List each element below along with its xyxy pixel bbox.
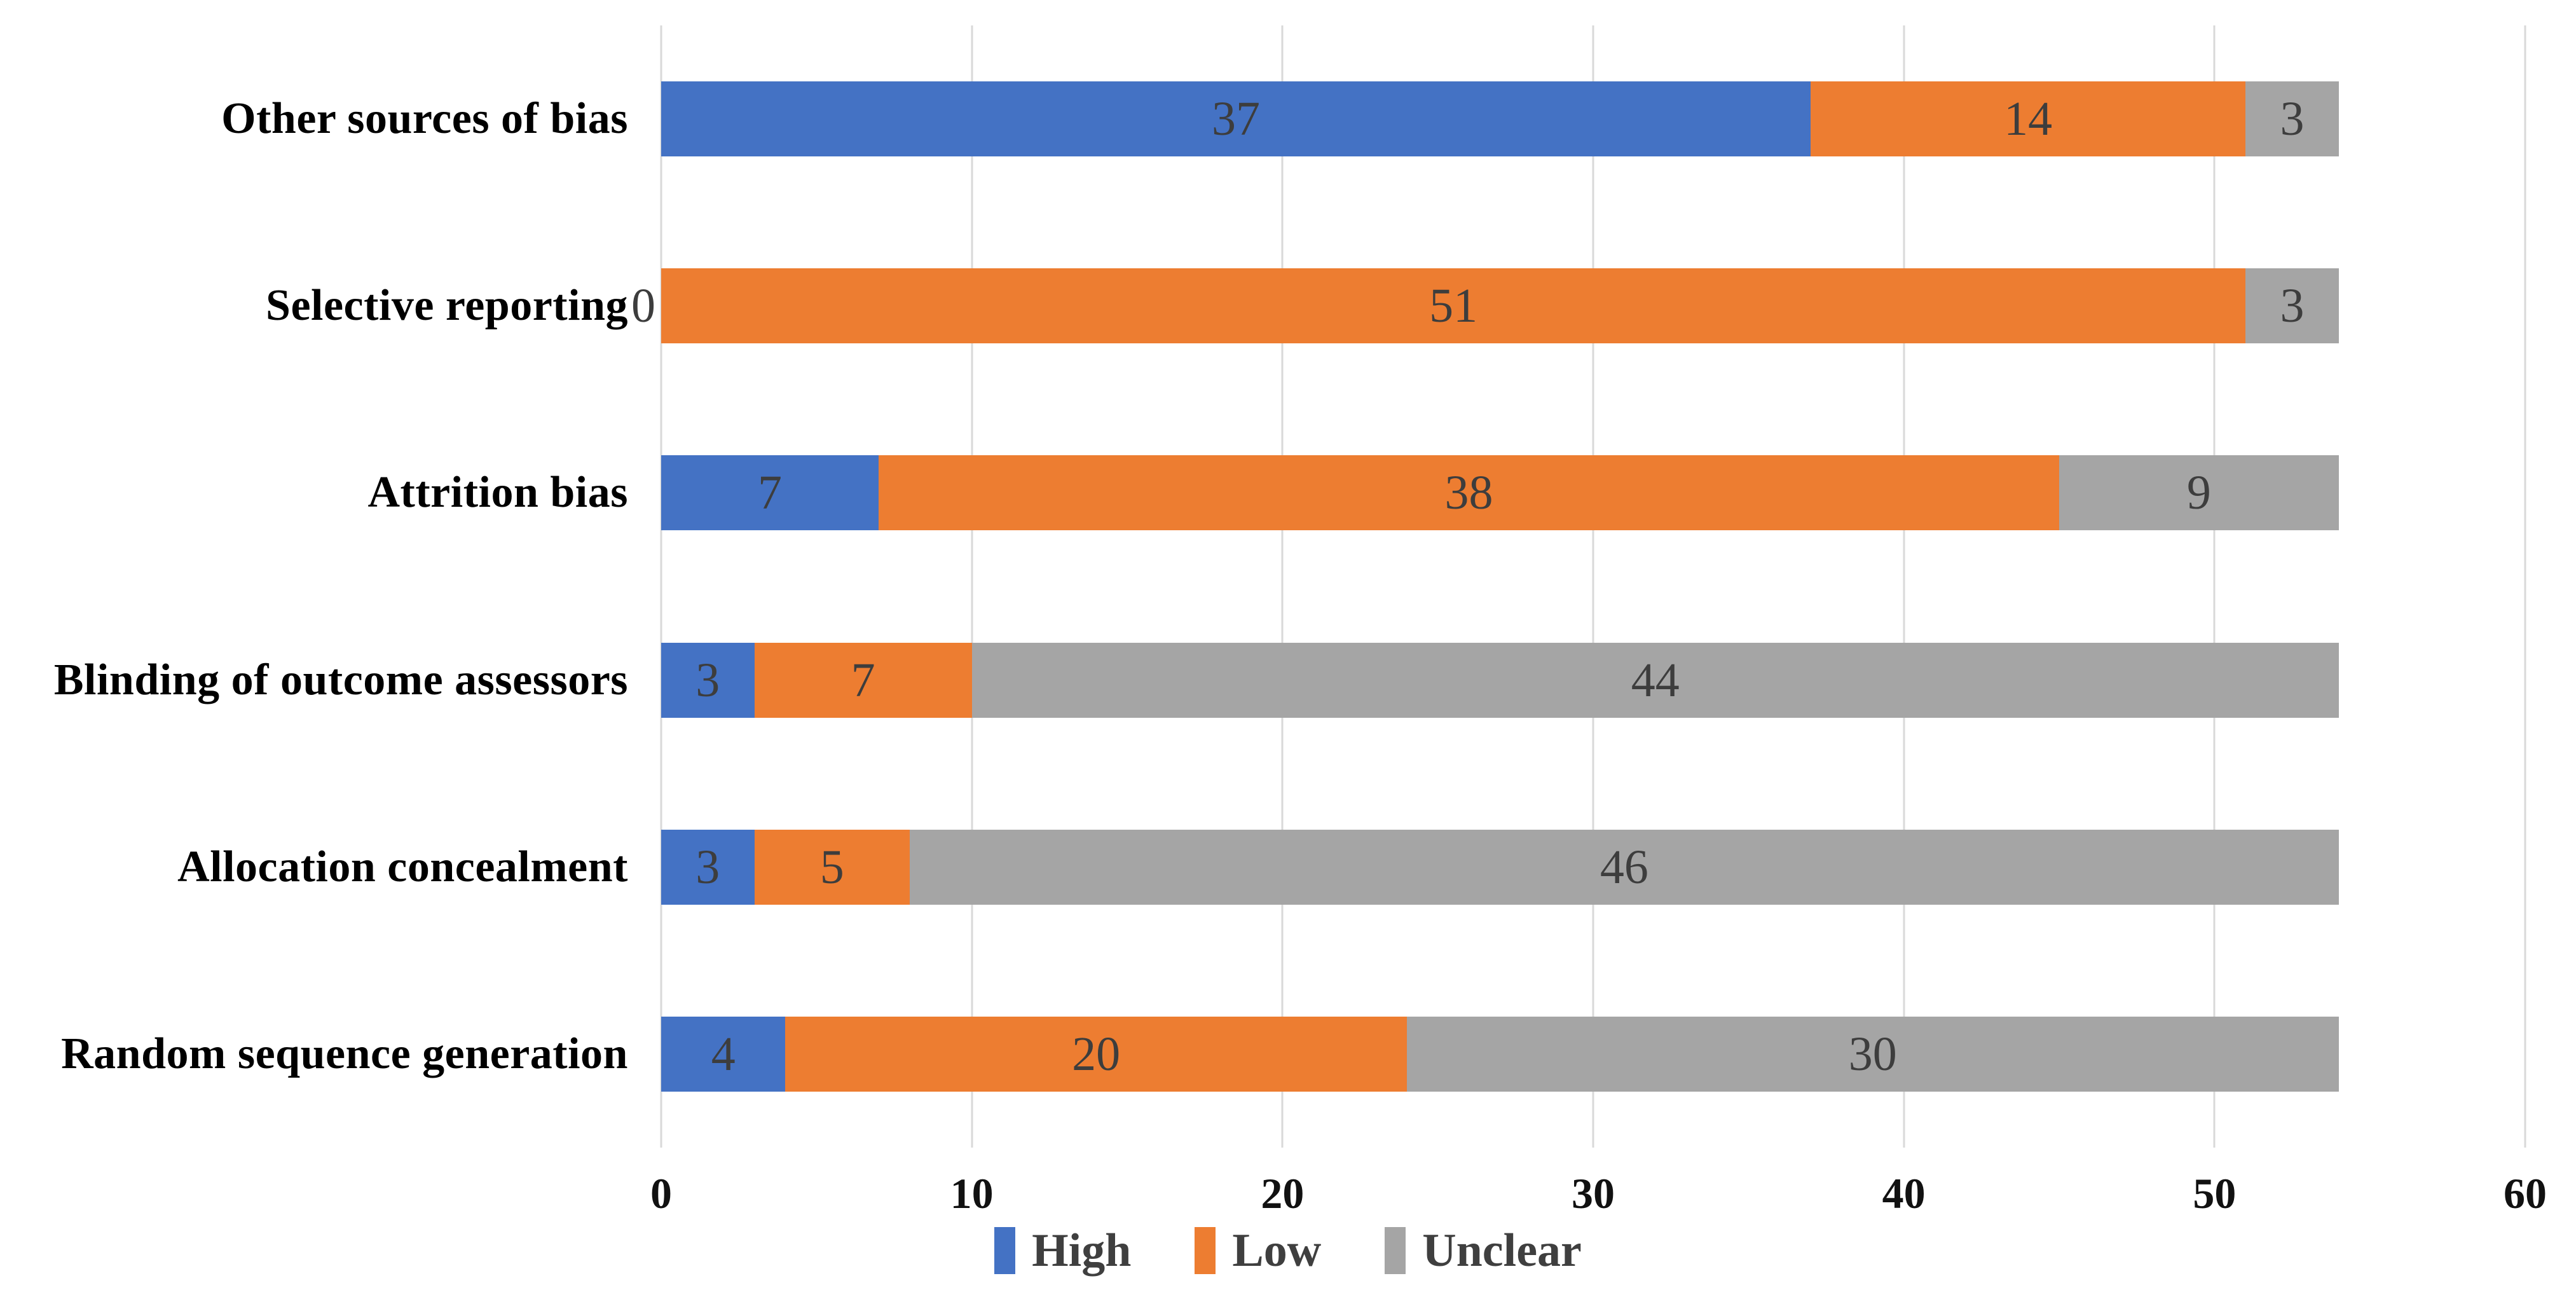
gridline — [1903, 25, 1905, 1148]
bar-segment-high: 3 — [661, 642, 755, 718]
legend-item-low: Low — [1195, 1227, 1321, 1274]
bar-segment-unclear: 3 — [2245, 81, 2339, 157]
bar-segment-high: 4 — [661, 1016, 786, 1092]
legend-swatch-icon — [1195, 1227, 1216, 1274]
data-label: 37 — [1212, 92, 1261, 146]
legend-label: High — [1032, 1225, 1132, 1277]
data-label: 14 — [2004, 92, 2053, 146]
data-label: 51 — [1429, 279, 1478, 333]
bar-segment-low: 38 — [879, 455, 2059, 531]
legend-item-unclear: Unclear — [1385, 1227, 1582, 1274]
data-label: 3 — [695, 840, 720, 894]
x-axis-tick-label: 10 — [950, 1169, 994, 1218]
gridlines — [660, 25, 2526, 1148]
bar-segment-high: 37 — [661, 81, 1811, 157]
bar-segment-high: 7 — [661, 455, 879, 531]
data-label: 20 — [1072, 1027, 1121, 1081]
data-label: 7 — [758, 466, 783, 520]
bar-segment-low: 7 — [754, 642, 972, 718]
stacked-bar: 0 51 3 — [631, 268, 2525, 344]
bar-row: Random sequence generation 4 20 30 — [61, 961, 2525, 1148]
x-axis-tick-label: 50 — [2193, 1169, 2237, 1218]
data-label: 5 — [819, 840, 844, 894]
plot-area: Other sources of bias 37 14 3 Selective repo… — [54, 25, 2526, 1148]
legend-swatch-icon — [1385, 1227, 1406, 1274]
gridline — [2213, 25, 2216, 1148]
x-axis: 0 10 20 30 40 50 60 — [650, 1169, 2547, 1229]
x-axis-tick-label: 40 — [1882, 1169, 1926, 1218]
category-label: Random sequence generation — [61, 1029, 628, 1078]
category-label: Other sources of bias — [221, 94, 628, 144]
data-label: 7 — [851, 653, 875, 707]
legend: High Low Unclear — [0, 1227, 2576, 1274]
bar-segment-unclear: 30 — [1406, 1016, 2339, 1092]
gridline — [1592, 25, 1594, 1148]
bar-row: Selective reporting 0 51 3 — [266, 212, 2525, 399]
data-label: 3 — [2280, 279, 2305, 333]
data-label: 9 — [2186, 466, 2211, 520]
data-label: 38 — [1444, 466, 1493, 520]
legend-label: Low — [1232, 1225, 1322, 1277]
x-axis-tick-label: 60 — [2504, 1169, 2547, 1218]
data-label: 0 — [631, 279, 655, 333]
stacked-bar: 37 14 3 — [661, 81, 2525, 157]
bar-segment-unclear: 46 — [909, 829, 2339, 905]
bar-segment-unclear: 44 — [971, 642, 2339, 718]
bar-segment-unclear: 3 — [2245, 268, 2339, 344]
category-label: Selective reporting — [266, 281, 628, 331]
data-label: 3 — [2280, 92, 2305, 146]
data-label: 3 — [695, 653, 720, 707]
data-label: 44 — [1631, 653, 1680, 707]
category-label: Allocation concealment — [177, 842, 628, 891]
gridline — [2524, 25, 2526, 1148]
bar-segment-high: 3 — [661, 829, 755, 905]
x-axis-tick-label: 20 — [1261, 1169, 1305, 1218]
stacked-bar: 3 7 44 — [661, 642, 2525, 718]
gridline — [1281, 25, 1284, 1148]
category-label: Attrition bias — [367, 468, 628, 518]
data-label: 46 — [1600, 840, 1648, 894]
legend-swatch-icon — [994, 1227, 1016, 1274]
bar-row: Blinding of outcome assessors 3 7 44 — [54, 587, 2525, 774]
x-axis-tick-label: 0 — [650, 1169, 672, 1218]
bar-row: Other sources of bias 37 14 3 — [221, 25, 2525, 212]
legend-label: Unclear — [1422, 1225, 1582, 1277]
data-label: 4 — [711, 1027, 736, 1081]
bar-segment-low: 51 — [661, 268, 2246, 344]
legend-item-high: High — [994, 1227, 1131, 1274]
data-label: 30 — [1848, 1027, 1897, 1081]
gridline — [971, 25, 973, 1148]
bar-rows: Other sources of bias 37 14 3 Selective repo… — [54, 25, 2525, 1148]
stacked-bar: 4 20 30 — [661, 1016, 2525, 1092]
bar-row: Allocation concealment 3 5 46 — [177, 774, 2525, 961]
bar-segment-low: 14 — [1811, 81, 2246, 157]
bar-segment-low: 5 — [754, 829, 910, 905]
bar-segment-low: 20 — [785, 1016, 1407, 1092]
x-axis-tick-label: 30 — [1572, 1169, 1615, 1218]
stacked-bar: 3 5 46 — [661, 829, 2525, 905]
bar-segment-unclear: 9 — [2059, 455, 2339, 531]
stacked-bar: 7 38 9 — [661, 455, 2525, 531]
gridline — [660, 25, 662, 1148]
category-label: Blinding of outcome assessors — [53, 655, 628, 704]
bar-row: Attrition bias 7 38 9 — [368, 399, 2525, 586]
